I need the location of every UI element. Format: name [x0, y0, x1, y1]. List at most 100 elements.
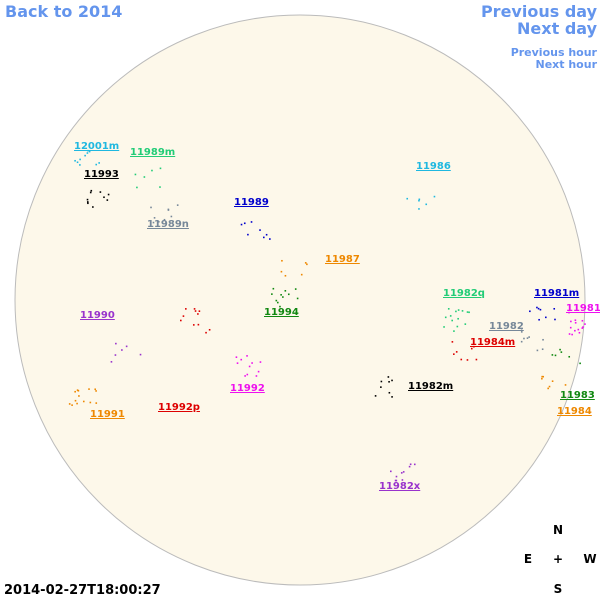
region-label[interactable]: 11984m: [470, 337, 515, 348]
sunspot: [413, 463, 416, 466]
compass-north: N: [553, 523, 563, 537]
sunspot: [547, 387, 549, 390]
sunspot: [554, 318, 556, 321]
sunspot: [570, 320, 572, 323]
sunspot: [115, 342, 117, 345]
sunspot: [402, 471, 405, 473]
sunspot: [150, 206, 152, 209]
sunspot: [152, 221, 155, 224]
sunspot: [262, 236, 265, 239]
sunspot: [192, 324, 195, 326]
region-label[interactable]: 12001m: [74, 141, 119, 152]
sunspot: [541, 377, 543, 380]
sunspot: [528, 336, 530, 338]
sunspot: [390, 470, 392, 473]
sunspot: [176, 204, 179, 206]
sunspot: [114, 354, 117, 356]
sunspot: [380, 380, 383, 383]
sunspot: [106, 199, 109, 201]
region-label[interactable]: 11982q: [443, 288, 485, 299]
sunspot: [545, 316, 547, 319]
region-label[interactable]: 11989: [234, 197, 269, 208]
sunspot: [259, 229, 261, 231]
sunspot: [457, 309, 460, 311]
region-label[interactable]: 11984: [557, 406, 592, 417]
sunspot: [246, 373, 249, 376]
sunspot: [470, 347, 473, 350]
region-label[interactable]: 11982m: [408, 381, 453, 392]
sunspot: [281, 259, 283, 262]
back-link[interactable]: Back to 2014: [5, 2, 122, 21]
region-label[interactable]: 11986: [416, 161, 451, 172]
sunspot: [400, 472, 403, 474]
sunspot: [88, 150, 91, 153]
sunspot: [520, 329, 523, 332]
sunspot: [107, 193, 110, 196]
sunspot: [408, 465, 411, 468]
region-label[interactable]: 11981: [566, 303, 600, 314]
region-label[interactable]: 11990: [80, 310, 115, 321]
sunspot: [269, 238, 271, 240]
sunspot: [568, 333, 571, 335]
sunspot: [121, 349, 123, 351]
sunspot: [526, 337, 529, 339]
sunspot: [163, 218, 166, 221]
sunspot: [246, 355, 248, 357]
sunspot: [197, 323, 200, 326]
region-label[interactable]: 11989n: [147, 219, 189, 230]
sunspot: [394, 479, 397, 482]
sunspot: [466, 359, 469, 361]
region-label[interactable]: 11994: [264, 307, 299, 318]
sunspot: [542, 338, 544, 341]
region-label[interactable]: 11983: [560, 390, 595, 401]
next-hour-link[interactable]: Next hour: [536, 58, 598, 71]
region-label[interactable]: 11992: [230, 383, 265, 394]
sunspot: [374, 395, 377, 397]
sunspot: [82, 400, 85, 403]
sunspot: [418, 198, 421, 201]
previous-day-link[interactable]: Previous day: [481, 2, 598, 21]
sunspot: [282, 296, 284, 298]
sunspot: [542, 375, 545, 378]
sunspot: [284, 290, 287, 292]
region-label[interactable]: 11981m: [534, 288, 579, 299]
sunspot: [89, 191, 92, 194]
sunspot: [136, 186, 138, 189]
region-label[interactable]: 11993: [84, 169, 119, 180]
sunspot: [79, 164, 81, 166]
sunspot: [143, 176, 146, 178]
sunspot: [391, 396, 393, 398]
sunspot: [94, 388, 97, 391]
sunspot: [409, 463, 412, 466]
sunspot: [95, 163, 98, 166]
sunspot: [571, 333, 573, 336]
sunspot: [284, 274, 287, 277]
sunspot: [272, 287, 275, 290]
sunspot: [425, 203, 428, 206]
sunspot: [574, 329, 576, 332]
region-label[interactable]: 11982x: [379, 481, 421, 492]
next-day-link[interactable]: Next day: [517, 19, 598, 38]
sunspot: [240, 358, 243, 361]
sunspot: [98, 162, 100, 164]
sunspot: [74, 159, 76, 162]
sunspot: [447, 308, 450, 310]
sunspot: [569, 326, 572, 329]
sunspot: [276, 301, 279, 304]
compass-center: +: [553, 552, 563, 566]
region-label[interactable]: 11992p: [158, 402, 200, 413]
sunspot: [418, 199, 420, 202]
sunspot: [280, 270, 283, 273]
sunspot: [153, 217, 156, 219]
region-label[interactable]: 11991: [90, 409, 125, 420]
sunspot: [582, 326, 584, 328]
region-label[interactable]: 11989m: [130, 147, 175, 158]
sunspot: [240, 223, 243, 226]
sunspot: [243, 222, 246, 225]
previous-hour-link[interactable]: Previous hour: [511, 46, 598, 59]
sunspot: [451, 341, 454, 343]
sunspot: [388, 381, 390, 383]
region-label[interactable]: 11982: [489, 321, 524, 332]
region-label[interactable]: 11987: [325, 254, 360, 265]
sunspot: [79, 158, 81, 161]
